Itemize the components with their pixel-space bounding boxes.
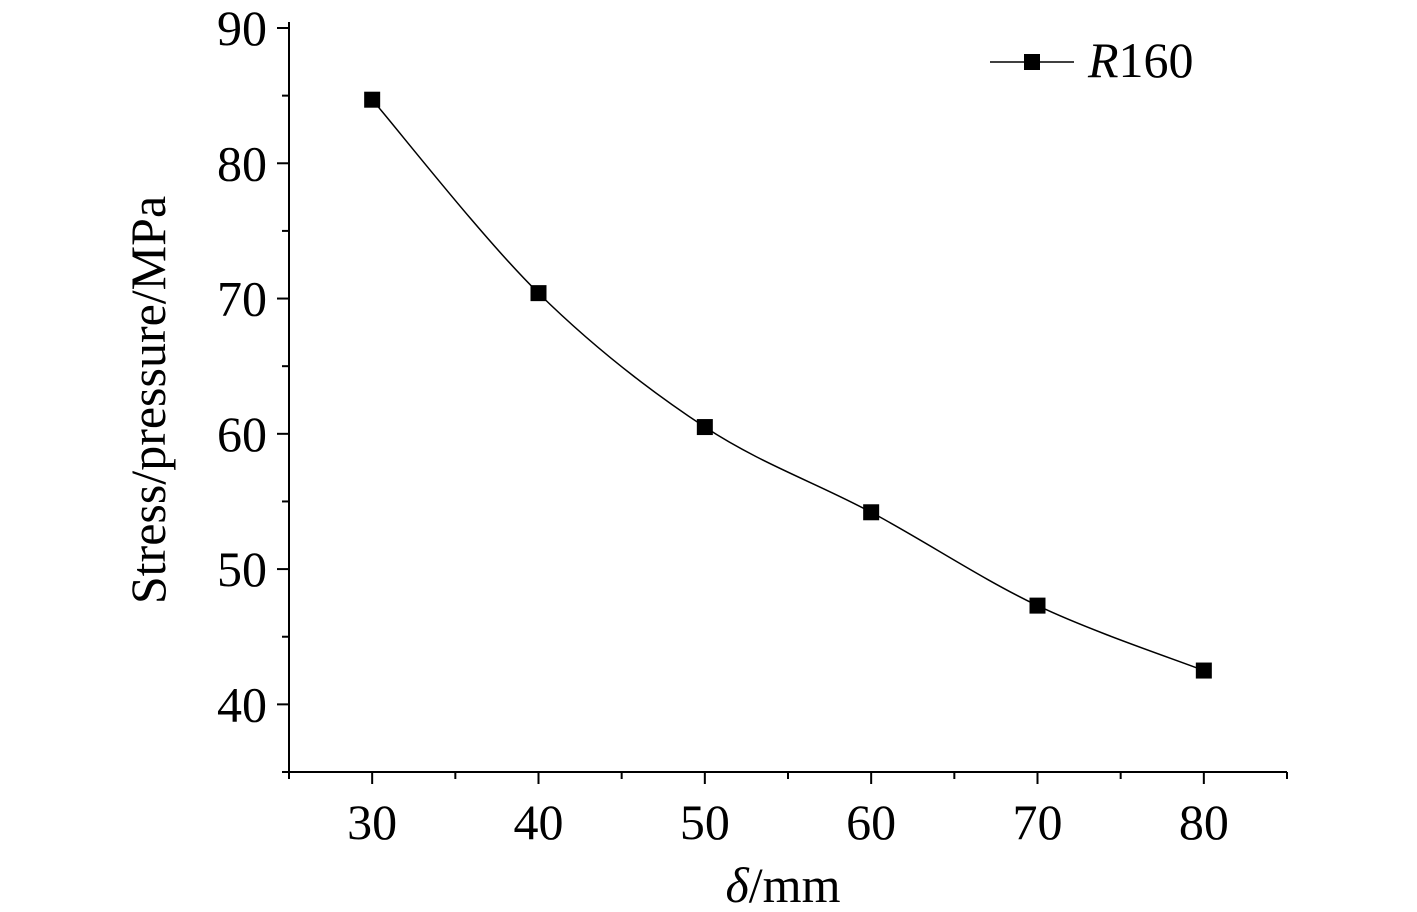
legend-marker xyxy=(1024,54,1040,70)
x-tick-label: 30 xyxy=(347,794,397,850)
axes: 40 50 60 70 80 90 30 40 50 60 70 80 xyxy=(217,0,1288,850)
y-tick-label: 90 xyxy=(217,0,267,56)
data-point-marker xyxy=(696,419,713,436)
data-point-marker xyxy=(863,504,880,521)
legend: R160 xyxy=(990,32,1194,88)
x-tick-label: 40 xyxy=(514,794,564,850)
y-tick-label: 50 xyxy=(217,541,267,597)
y-tick-label: 60 xyxy=(217,406,267,462)
x-tick-label: 70 xyxy=(1013,794,1063,850)
x-axis-title-symbol: δ xyxy=(726,857,750,912)
y-tick-label: 80 xyxy=(217,135,267,191)
x-axis-title: δ/mm xyxy=(726,857,841,912)
y-axis-title: Stress/pressure/MPa xyxy=(120,196,176,604)
data-point-marker xyxy=(364,91,381,108)
data-point-marker xyxy=(1195,662,1212,679)
series-line xyxy=(371,99,1205,672)
x-tick-label: 80 xyxy=(1179,794,1229,850)
y-tick-label: 40 xyxy=(217,676,267,732)
x-tick-label: 50 xyxy=(680,794,730,850)
y-tick-label: 70 xyxy=(217,271,267,327)
x-axis-title-unit: /mm xyxy=(749,857,841,912)
series-r160 xyxy=(364,91,1212,679)
data-point-marker xyxy=(530,285,547,302)
x-tick-label: 60 xyxy=(846,794,896,850)
data-point-marker xyxy=(1029,597,1046,614)
legend-label: R160 xyxy=(1087,32,1194,88)
